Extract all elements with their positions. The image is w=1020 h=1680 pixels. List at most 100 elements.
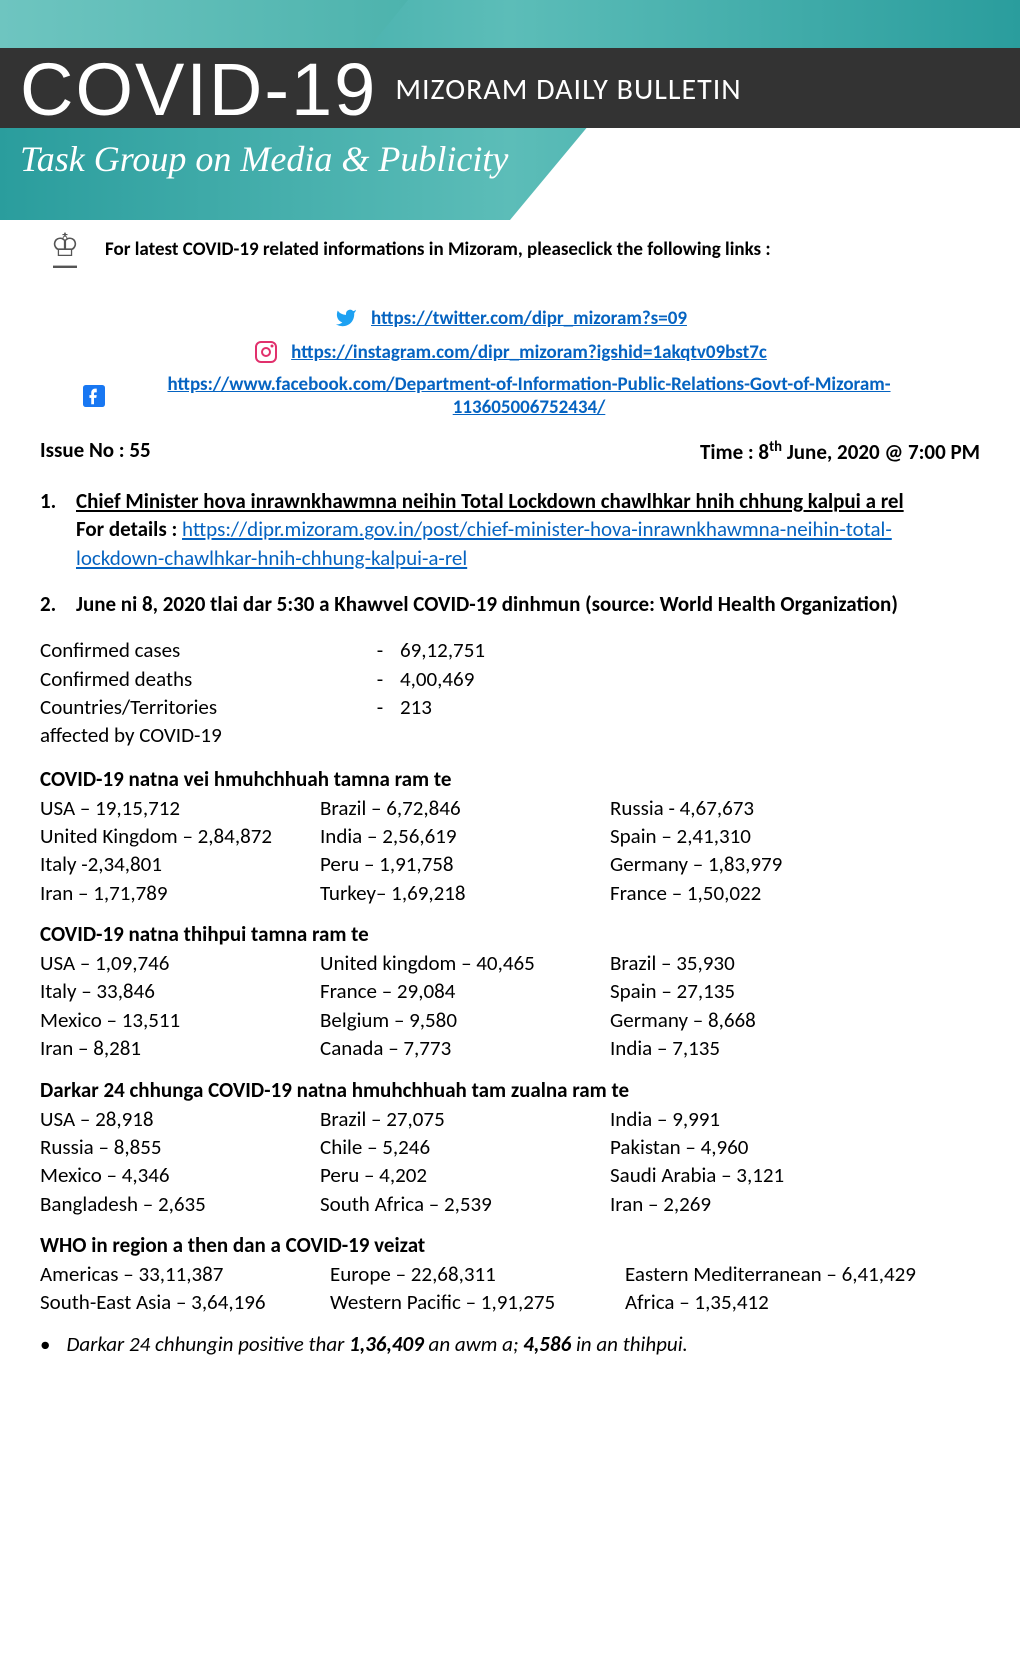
grid-cell: Turkey– 1,69,218 [320,879,610,907]
stats-dash: - [360,665,400,693]
grid-cell: Brazil – 27,075 [320,1105,610,1133]
section-regions-title: WHO in region a then dan a COVID-19 veiz… [40,1232,980,1258]
stats-row: Countries/Territories-213 [40,693,980,721]
grid-cell: Bangladesh – 2,635 [40,1190,320,1218]
grid-cell: Iran – 8,281 [40,1034,320,1062]
twitter-link-row: https://twitter.com/dipr_mizoram?s=09 [40,305,980,331]
grid-cell: Russia – 8,855 [40,1133,320,1161]
grid-cell: Italy -2,34,801 [40,850,320,878]
stats-label: Confirmed cases [40,636,360,664]
section-regions-grid: Americas – 33,11,387Europe – 22,68,311Ea… [40,1260,980,1317]
item1-details-link[interactable]: https://dipr.mizoram.gov.in/post/chief-m… [76,516,892,570]
stats-row: Confirmed deaths-4,00,469 [40,665,980,693]
section-last24-grid: USA – 28,918Brazil – 27,075India – 9,991… [40,1105,980,1218]
list-item-2: 2. June ni 8, 2020 tlai dar 5:30 a Khawv… [40,590,980,618]
grid-cell: Western Pacific – 1,91,275 [330,1288,625,1316]
grid-cell: Russia - 4,67,673 [610,794,980,822]
grid-cell: Mexico – 4,346 [40,1161,320,1189]
grid-cell: Spain – 27,135 [610,977,980,1005]
grid-cell: USA – 28,918 [40,1105,320,1133]
grid-cell: South Africa – 2,539 [320,1190,610,1218]
grid-cell: India – 9,991 [610,1105,980,1133]
stats-label: Confirmed deaths [40,665,360,693]
grid-cell: Italy – 33,846 [40,977,320,1005]
section-last24-title: Darkar 24 chhunga COVID-19 natna hmuhchh… [40,1077,980,1103]
list-item-1: 1. Chief Minister hova inrawnkhawmna nei… [40,487,980,572]
instagram-link-row: https://instagram.com/dipr_mizoram?igshi… [40,339,980,365]
grid-cell: USA – 1,09,746 [40,949,320,977]
stats-label: Countries/Territories [40,693,360,721]
grid-cell: Brazil – 35,930 [610,949,980,977]
stats-value: 4,00,469 [400,665,474,693]
grid-cell: Mexico – 13,511 [40,1006,320,1034]
list-num-2: 2. [40,590,64,618]
grid-cell: United kingdom – 40,465 [320,949,610,977]
grid-cell: Germany – 8,668 [610,1006,980,1034]
stats-row: Confirmed cases-69,12,751 [40,636,980,664]
bullet-text: Darkar 24 chhungin positive thar 1,36,40… [66,1331,687,1357]
grid-cell: Brazil – 6,72,846 [320,794,610,822]
stats-row: affected by COVID-19 [40,721,980,749]
grid-cell: Iran – 1,71,789 [40,879,320,907]
grid-cell: Germany – 1,83,979 [610,850,980,878]
content-area: ♔ ▬▬▬ For latest COVID-19 related inform… [0,220,1020,1377]
grid-cell: USA – 19,15,712 [40,794,320,822]
facebook-link-row: https://www.facebook.com/Department-of-I… [40,373,980,419]
grid-cell: Iran – 2,269 [610,1190,980,1218]
grid-cell: United Kingdom – 2,84,872 [40,822,320,850]
bullet-icon: • [40,1331,50,1357]
item1-details-label: For details : [76,516,182,542]
grid-cell: Belgium – 9,580 [320,1006,610,1034]
global-stats-block: Confirmed cases-69,12,751Confirmed death… [40,636,980,749]
grid-cell: Pakistan – 4,960 [610,1133,980,1161]
bullet-summary: • Darkar 24 chhungin positive thar 1,36,… [40,1331,980,1357]
grid-cell: South-East Asia – 3,64,196 [40,1288,330,1316]
item1-title: Chief Minister hova inrawnkhawmna neihin… [76,488,904,514]
grid-cell: Africa – 1,35,412 [625,1288,980,1316]
grid-cell: France – 1,50,022 [610,879,980,907]
grid-cell: Peru – 4,202 [320,1161,610,1189]
section-deaths-grid: USA – 1,09,746United kingdom – 40,465Bra… [40,949,980,1062]
stats-label: affected by COVID-19 [40,721,360,749]
grid-cell: India – 2,56,619 [320,822,610,850]
banner-title-bar: COVID-19 MIZORAM DAILY BULLETIN [0,48,1020,130]
info-line-text: For latest COVID-19 related informations… [105,230,771,261]
grid-cell: Americas – 33,11,387 [40,1260,330,1288]
grid-cell: France – 29,084 [320,977,610,1005]
task-group-text: Task Group on Media & Publicity [20,138,508,180]
banner-bottom-white [510,128,1020,220]
facebook-icon [81,383,107,409]
stats-value: 213 [400,693,432,721]
section-deaths-title: COVID-19 natna thihpui tamna ram te [40,921,980,947]
grid-cell: Eastern Mediterranean – 6,41,429 [625,1260,980,1288]
title-sub: MIZORAM DAILY BULLETIN [395,71,741,108]
grid-cell: India – 7,135 [610,1034,980,1062]
issue-number: Issue No : 55 [40,437,151,465]
twitter-icon [333,305,359,331]
list-body-2: June ni 8, 2020 tlai dar 5:30 a Khawvel … [76,590,980,618]
grid-cell: Spain – 2,41,310 [610,822,980,850]
grid-cell: Europe – 22,68,311 [330,1260,625,1288]
grid-cell: Canada – 7,773 [320,1034,610,1062]
section-cases-title: COVID-19 natna vei hmuhchhuah tamna ram … [40,766,980,792]
india-emblem-icon: ♔ ▬▬▬ [40,230,90,295]
instagram-link[interactable]: https://instagram.com/dipr_mizoram?igshi… [291,341,767,364]
title-main: COVID-19 [20,47,377,132]
info-header-row: ♔ ▬▬▬ For latest COVID-19 related inform… [40,230,980,295]
item2-title: June ni 8, 2020 tlai dar 5:30 a Khawvel … [76,591,898,617]
list-body-1: Chief Minister hova inrawnkhawmna neihin… [76,487,980,572]
grid-cell: Chile – 5,246 [320,1133,610,1161]
issue-time: Time : 8th June, 2020 @ 7:00 PM [700,437,980,465]
grid-cell: Peru – 1,91,758 [320,850,610,878]
header-banner: COVID-19 MIZORAM DAILY BULLETIN Task Gro… [0,0,1020,220]
stats-dash: - [360,693,400,721]
issue-time-row: Issue No : 55 Time : 8th June, 2020 @ 7:… [40,437,980,465]
facebook-link[interactable]: https://www.facebook.com/Department-of-I… [119,373,939,419]
stats-dash: - [360,636,400,664]
section-cases-grid: USA – 19,15,712Brazil – 6,72,846Russia -… [40,794,980,907]
banner-top-stripe [0,0,1020,50]
stats-value: 69,12,751 [400,636,485,664]
grid-cell: Saudi Arabia – 3,121 [610,1161,980,1189]
twitter-link[interactable]: https://twitter.com/dipr_mizoram?s=09 [371,307,687,330]
list-num-1: 1. [40,487,64,572]
